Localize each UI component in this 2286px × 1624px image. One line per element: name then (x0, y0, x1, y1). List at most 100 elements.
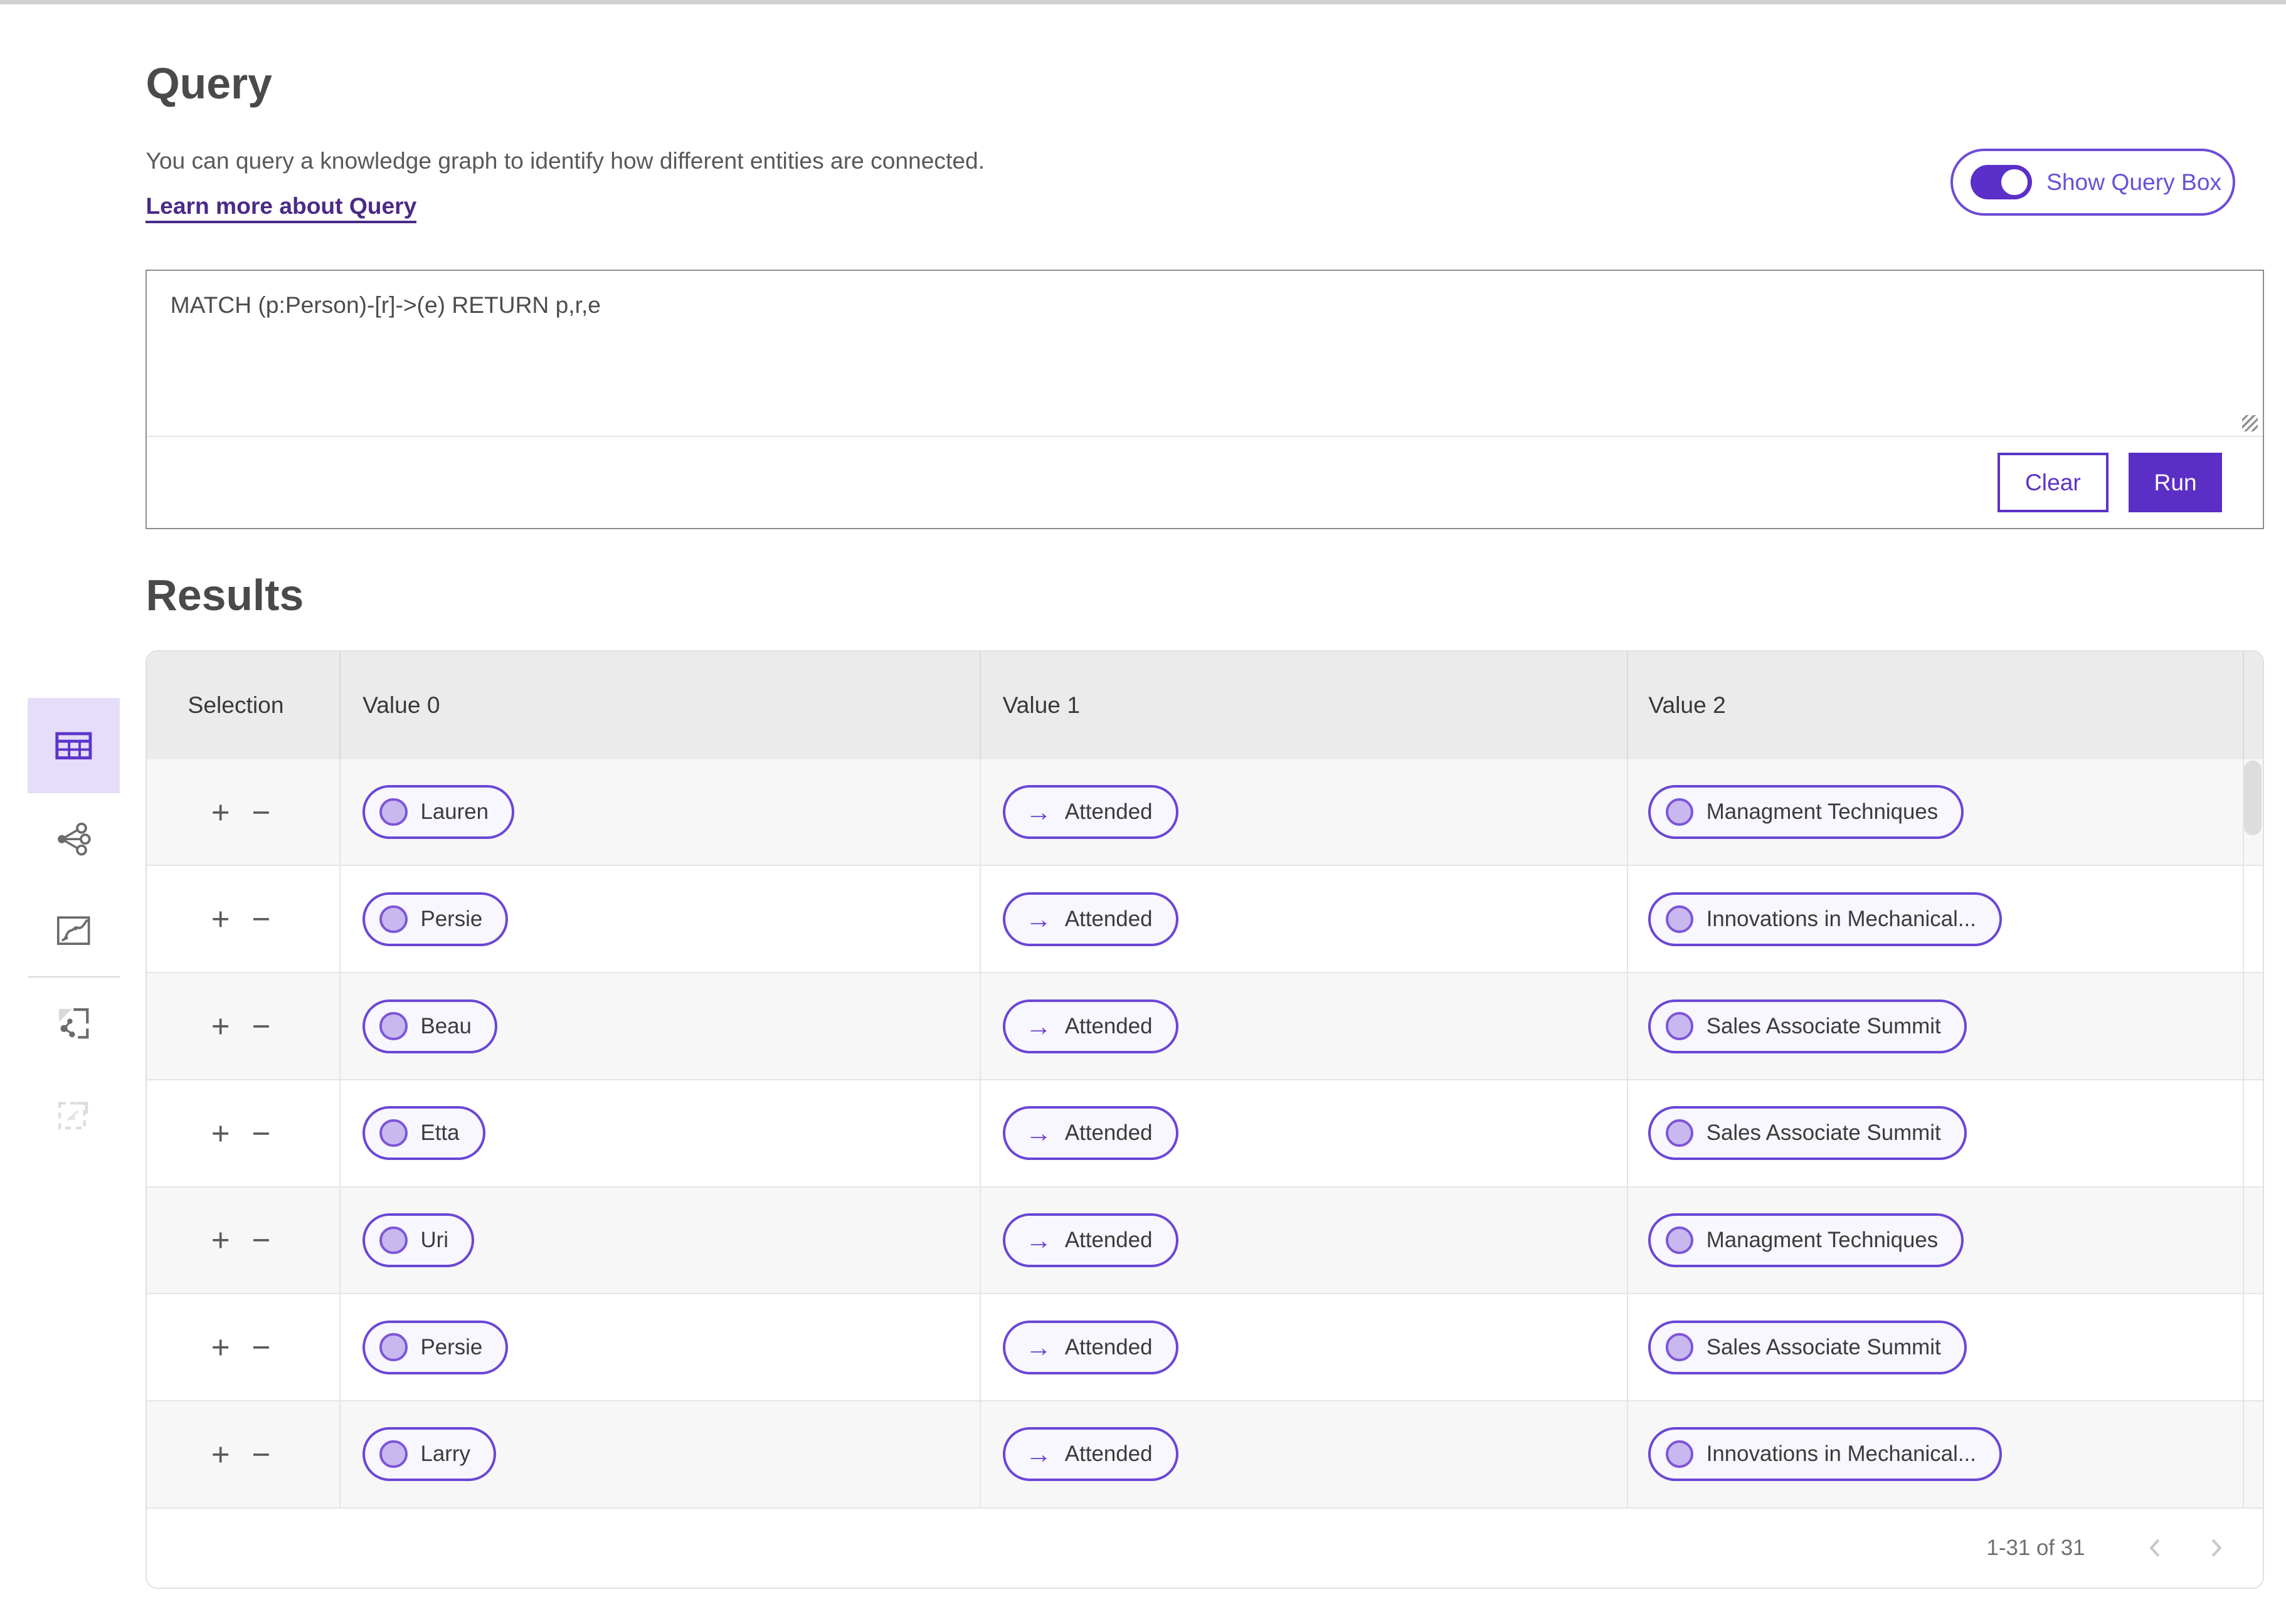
node-pill[interactable]: Lauren (362, 785, 515, 840)
value0-cell: Larry (339, 1401, 979, 1507)
expand-graph-view-icon (59, 1008, 89, 1039)
query-input[interactable]: MATCH (p:Person)-[r]->(e) RETURN p,r,e (147, 271, 2263, 438)
node-label: Etta (420, 1120, 460, 1146)
previous-page-button[interactable] (2146, 1536, 2164, 1559)
next-page-button[interactable] (2208, 1536, 2225, 1559)
arrow-right-icon: → (1025, 1011, 1052, 1041)
edge-pill[interactable]: → Attended (1002, 1106, 1178, 1161)
top-border (0, 0, 2286, 4)
value0-cell: Persie (339, 866, 979, 973)
selection-cell: + − (147, 973, 339, 1079)
value1-cell: → Attended (979, 1401, 1627, 1507)
value2-cell: Managment Techniques (1626, 1187, 2243, 1294)
table-row: + − Etta → Attended Sales Associate Summ… (147, 1080, 2263, 1188)
edge-pill[interactable]: → Attended (1002, 785, 1178, 840)
value2-cell: Managment Techniques (1626, 759, 2243, 865)
arrow-right-icon: → (1025, 1118, 1052, 1148)
value2-cell: Sales Associate Summit (1626, 1294, 2243, 1400)
add-to-selection-button[interactable]: + (211, 1329, 230, 1365)
add-to-selection-button[interactable]: + (211, 794, 230, 830)
node-pill[interactable]: Innovations in Mechanical... (1648, 892, 2003, 946)
add-to-selection-button[interactable]: + (211, 1008, 230, 1044)
table-row: + − Persie → Attended Sales Associate Su… (147, 1294, 2263, 1401)
node-pill[interactable]: Larry (362, 1427, 497, 1482)
marquee-select-view-icon (58, 1102, 88, 1129)
remove-from-selection-button[interactable]: − (251, 1115, 271, 1151)
node-label: Sales Associate Summit (1706, 1013, 1941, 1038)
sidebar-divider (28, 976, 120, 978)
remove-from-selection-button[interactable]: − (251, 1008, 271, 1044)
show-query-box-toggle[interactable]: Show Query Box (1950, 149, 2235, 216)
add-to-selection-button[interactable]: + (211, 1115, 230, 1151)
selection-cell: + − (147, 1188, 339, 1294)
remove-from-selection-button[interactable]: − (251, 1222, 271, 1258)
node-label: Uri (420, 1227, 448, 1252)
edge-label: Attended (1064, 1013, 1153, 1038)
node-icon (379, 1333, 408, 1361)
node-pill[interactable]: Uri (362, 1213, 475, 1267)
graph-view-icon (58, 822, 91, 856)
edge-label: Attended (1064, 1442, 1153, 1467)
node-pill[interactable]: Innovations in Mechanical... (1648, 1427, 2003, 1482)
remove-from-selection-button[interactable]: − (251, 1329, 271, 1365)
tab-route-map-view[interactable] (28, 885, 119, 976)
remove-from-selection-button[interactable]: − (251, 794, 271, 830)
edge-pill[interactable]: → Attended (1002, 1427, 1178, 1482)
table-row: + − Larry → Attended Innovations in Mech… (147, 1401, 2263, 1509)
tab-table-view[interactable] (28, 698, 120, 793)
node-label: Beau (420, 1013, 472, 1038)
resize-handle-icon[interactable] (2241, 415, 2258, 431)
edge-pill[interactable]: → Attended (1002, 999, 1178, 1053)
learn-more-link[interactable]: Learn more about Query (146, 192, 417, 224)
add-to-selection-button[interactable]: + (211, 901, 230, 937)
node-label: Sales Associate Summit (1706, 1334, 1941, 1359)
edge-pill[interactable]: → Attended (1002, 892, 1178, 946)
node-pill[interactable]: Sales Associate Summit (1648, 999, 1967, 1053)
scrollbar-track-spacer (2242, 1294, 2263, 1400)
node-label: Persie (420, 906, 483, 931)
selection-cell: + − (147, 866, 339, 972)
node-pill[interactable]: Managment Techniques (1648, 785, 1964, 840)
tab-expand-graph-view[interactable] (28, 978, 119, 1069)
node-pill[interactable]: Sales Associate Summit (1648, 1106, 1967, 1161)
edge-label: Attended (1064, 1334, 1153, 1359)
node-pill[interactable]: Persie (362, 1320, 509, 1374)
node-label: Lauren (420, 799, 489, 825)
edge-label: Attended (1064, 1227, 1153, 1252)
value0-cell: Uri (339, 1187, 979, 1294)
node-icon (379, 1226, 408, 1254)
toggle-switch-icon (1971, 164, 2032, 200)
clear-button[interactable]: Clear (1998, 452, 2109, 513)
node-icon (379, 905, 408, 933)
remove-from-selection-button[interactable]: − (251, 1436, 271, 1472)
value1-cell: → Attended (979, 1187, 1627, 1294)
tab-graph-view[interactable] (28, 793, 119, 885)
vertical-scrollbar[interactable] (2243, 761, 2262, 835)
scrollbar-track-spacer (2242, 1080, 2263, 1186)
value1-cell: → Attended (979, 759, 1627, 865)
add-to-selection-button[interactable]: + (211, 1436, 230, 1472)
remove-from-selection-button[interactable]: − (251, 901, 271, 937)
node-pill[interactable]: Sales Associate Summit (1648, 1320, 1967, 1374)
selection-cell: + − (147, 759, 339, 865)
table-row: + − Persie → Attended Innovations in Mec… (147, 866, 2263, 974)
node-pill[interactable]: Managment Techniques (1648, 1213, 1964, 1267)
value1-cell: → Attended (979, 866, 1627, 973)
scrollbar-header-spacer (2242, 651, 2263, 759)
selection-cell: + − (147, 1401, 339, 1507)
node-pill[interactable]: Persie (362, 892, 509, 946)
edge-label: Attended (1064, 1120, 1153, 1146)
column-header-value2: Value 2 (1626, 651, 2243, 759)
add-to-selection-button[interactable]: + (211, 1222, 230, 1258)
node-pill[interactable]: Beau (362, 999, 498, 1053)
page-title: Query (146, 58, 272, 108)
toggle-label: Show Query Box (2046, 169, 2222, 196)
node-icon (1665, 1226, 1693, 1254)
edge-pill[interactable]: → Attended (1002, 1213, 1178, 1267)
arrow-right-icon: → (1025, 904, 1052, 934)
table-footer: 1-31 of 31 (147, 1508, 2263, 1588)
edge-pill[interactable]: → Attended (1002, 1320, 1178, 1374)
value2-cell: Sales Associate Summit (1626, 1080, 2243, 1186)
node-pill[interactable]: Etta (362, 1106, 485, 1161)
run-button[interactable]: Run (2129, 452, 2223, 513)
